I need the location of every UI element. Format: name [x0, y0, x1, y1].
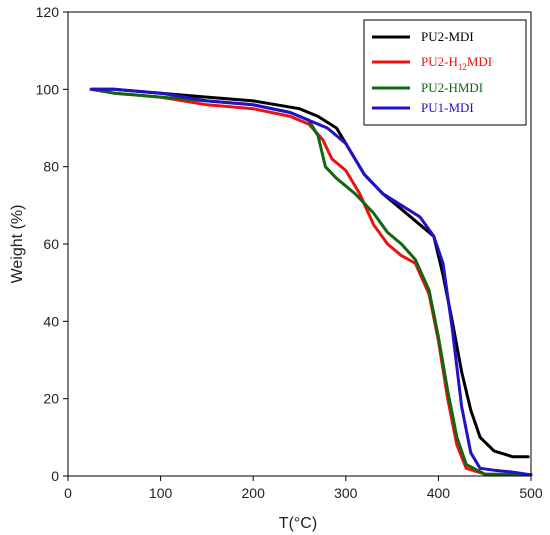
y-axis-title: Weight (%): [9, 205, 26, 284]
x-tick-label: 200: [242, 485, 266, 501]
y-tick-label: 60: [43, 236, 59, 252]
legend: PU2-MDI PU2-H12MDI PU2-HMDI PU1-MDI: [363, 19, 527, 126]
x-tick-label: 0: [64, 485, 72, 501]
legend-label-pu2-h12mdi: PU2-H12MDI: [421, 54, 492, 72]
legend-label-tail: MDI: [467, 54, 492, 69]
legend-label-pu1-mdi: PU1-MDI: [421, 100, 474, 115]
series-line-pu2-h12mdi: [89, 87, 533, 477]
x-tick-label: 300: [334, 485, 358, 501]
x-tick-label: 100: [149, 485, 173, 501]
x-axis-title: T(°C): [279, 515, 317, 532]
series-line-pu1-mdi: [89, 87, 533, 477]
y-tick-label: 40: [43, 313, 59, 329]
legend-label-subscript: 12: [458, 62, 467, 72]
series-line-pu2-mdi: [89, 87, 530, 459]
y-tick-label: 20: [43, 391, 59, 407]
y-tick-label: 80: [43, 159, 59, 175]
legend-label-main: PU2-H: [421, 54, 458, 69]
legend-label-pu2-hmdi: PU2-HMDI: [421, 80, 483, 95]
plot-frame: [67, 11, 532, 477]
y-tick-label: 120: [36, 4, 60, 20]
y-tick-label: 0: [51, 468, 59, 484]
series-lines: [89, 87, 533, 477]
legend-label-pu2-mdi: PU2-MDI: [421, 29, 474, 44]
x-tick-label: 400: [427, 485, 451, 501]
x-tick-label: 500: [519, 485, 543, 501]
axis-ticks: 0 100 200 300 400 500 0 20 40 60 80 100 120: [36, 4, 543, 501]
y-tick-label: 100: [36, 81, 60, 97]
